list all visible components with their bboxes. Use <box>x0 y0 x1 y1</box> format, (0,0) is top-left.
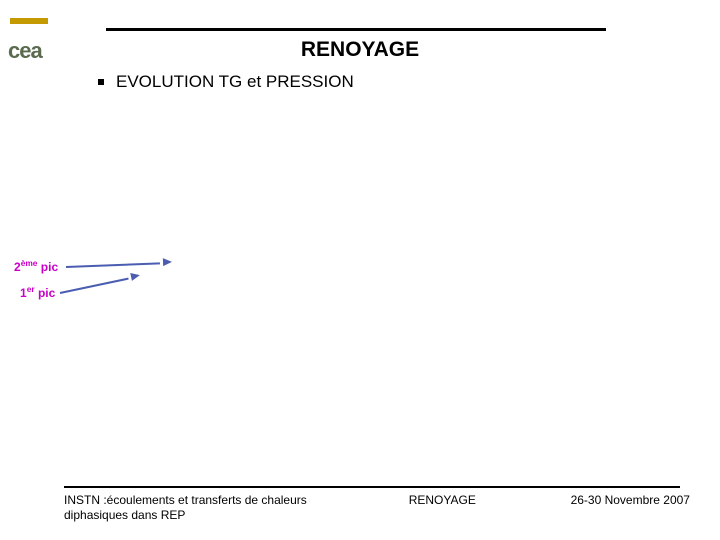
bullet-row: EVOLUTION TG et PRESSION <box>98 72 354 92</box>
annotation-pic1: 1er pic <box>20 284 55 300</box>
footer-right: 26-30 Novembre 2007 <box>571 493 690 507</box>
page-title: RENOYAGE <box>0 38 720 62</box>
header-rule <box>106 28 606 31</box>
logo-bar <box>10 18 48 24</box>
footer: INSTN :écoulements et transferts de chal… <box>64 493 690 522</box>
bullet-text: EVOLUTION TG et PRESSION <box>116 72 354 92</box>
arrow-head-pic1 <box>130 271 140 281</box>
footer-rule <box>64 486 680 488</box>
footer-left: INSTN :écoulements et transferts de chal… <box>64 493 314 522</box>
arrow-line-pic1 <box>60 278 129 294</box>
bullet-icon <box>98 79 104 85</box>
arrow-head-pic2 <box>163 258 172 266</box>
arrow-line-pic2 <box>66 262 160 268</box>
annotation-pic2: 2ème pic <box>14 258 58 274</box>
footer-mid: RENOYAGE <box>409 493 476 507</box>
